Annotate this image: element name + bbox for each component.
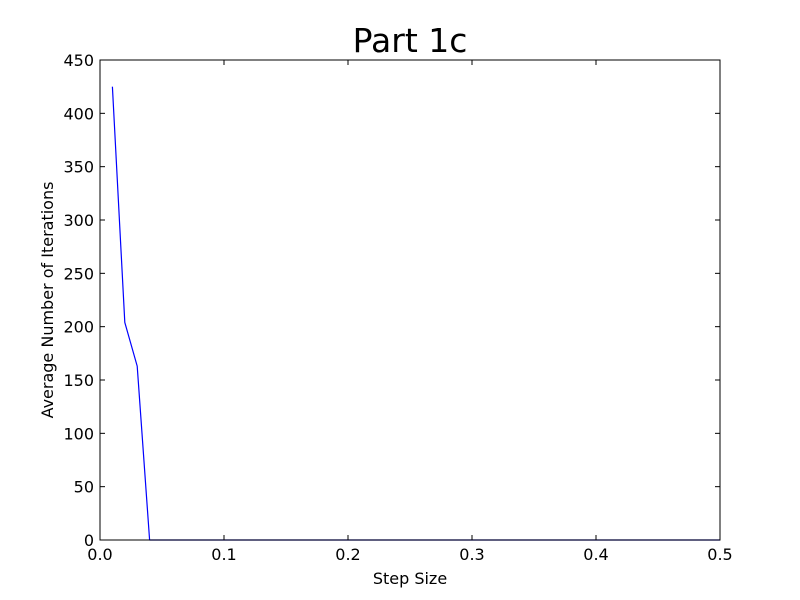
y-tick-label: 200 <box>63 318 94 337</box>
y-tick-label: 400 <box>63 104 94 123</box>
y-tick-label: 150 <box>63 371 94 390</box>
x-tick-label: 0.4 <box>583 545 608 564</box>
plot-area-frame <box>99 59 721 541</box>
x-tick-label: 0.2 <box>335 545 360 564</box>
chart-title: Part 1c <box>353 21 468 60</box>
y-tick-label: 0 <box>84 531 94 550</box>
y-tick-label: 250 <box>63 264 94 283</box>
x-tick-label: 0.0 <box>87 545 112 564</box>
y-tick-label: 450 <box>63 51 94 70</box>
y-tick-label: 100 <box>63 424 94 443</box>
ticks-layer: 0.0 0.1 0.2 0.3 0.4 0.5 0 50 100 150 200 250 300 350 4… <box>63 51 732 564</box>
y-axis-label: Average Number of Iterations <box>38 182 57 419</box>
x-tick-label: 0.1 <box>211 545 236 564</box>
y-tick-label: 350 <box>63 158 94 177</box>
x-axis-label: Step Size <box>373 569 447 588</box>
x-tick-label: 0.5 <box>707 545 732 564</box>
y-tick-label: 300 <box>63 211 94 230</box>
x-tick-label: 0.3 <box>459 545 484 564</box>
y-tick-label: 50 <box>74 478 94 497</box>
